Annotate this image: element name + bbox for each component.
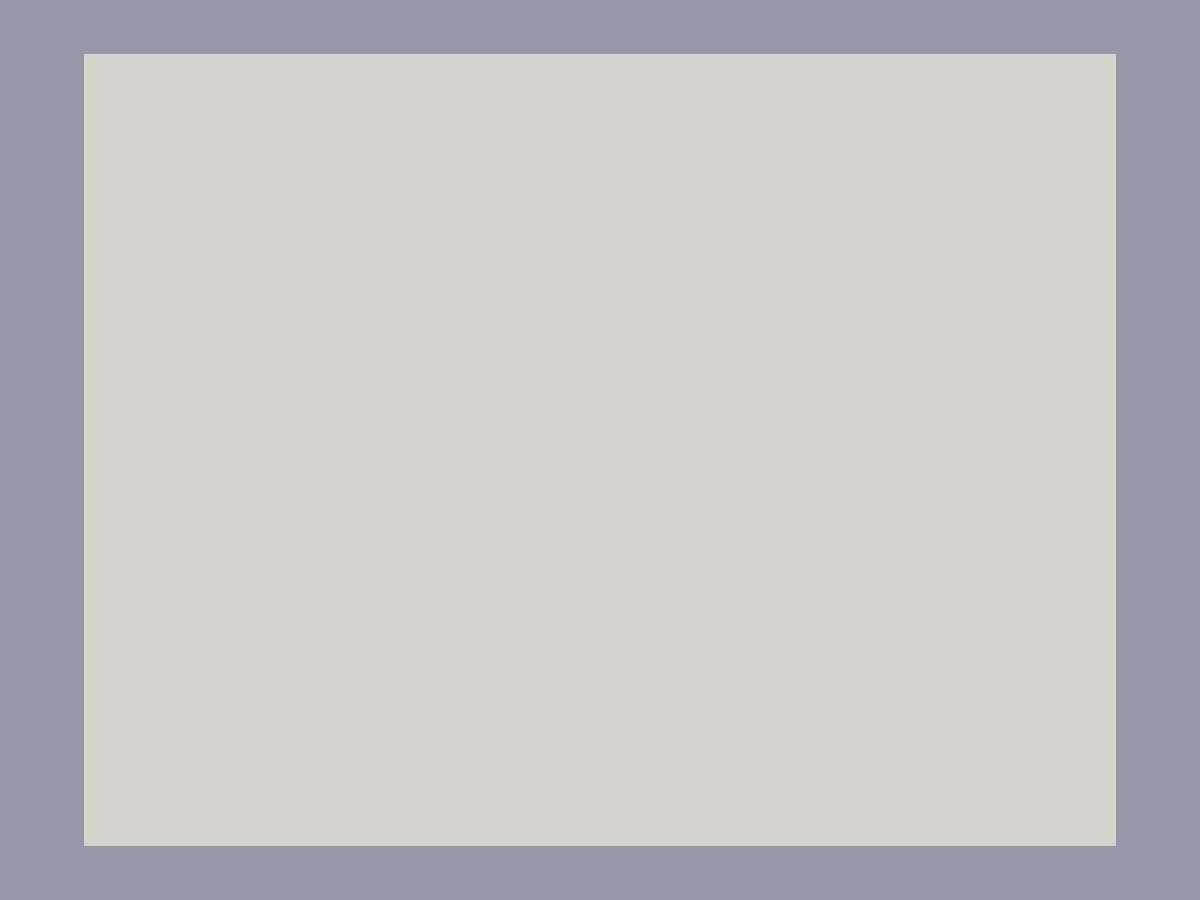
Text: $\mathsf{CH_3}$: $\mathsf{CH_3}$ xyxy=(334,167,365,186)
Text: 1-propyl-3-ethyl-4-methylcyclohexane: 1-propyl-3-ethyl-4-methylcyclohexane xyxy=(286,645,658,663)
Text: 4-cyclopropyl-2-ethyl-1-methylbenzene: 4-cyclopropyl-2-ethyl-1-methylbenzene xyxy=(286,515,670,533)
Text: p,o – methyl, ethylcyclopropylbenzene: p,o – methyl, ethylcyclopropylbenzene xyxy=(286,580,665,598)
Text: 1-propyl-3-ethyl-4-methylbenzene: 1-propyl-3-ethyl-4-methylbenzene xyxy=(286,449,619,467)
Text: $\mathsf{CH_2CH_3}$: $\mathsf{CH_2CH_3}$ xyxy=(437,238,497,257)
Text: Question 13: Question 13 xyxy=(251,142,439,169)
Text: The correct name for the compound given above is which of the following?: The correct name for the compound given … xyxy=(251,389,994,407)
